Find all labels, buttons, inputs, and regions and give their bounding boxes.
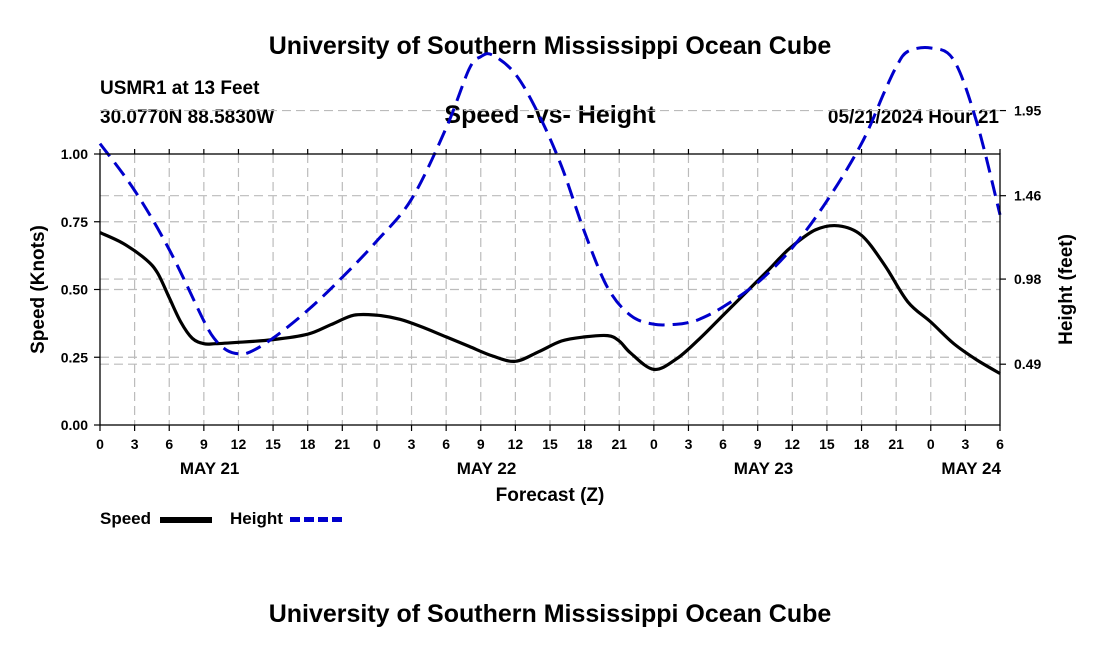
y-tick-label: 0.50 [61,282,88,298]
x-day-label: MAY 22 [457,459,517,478]
station-label: USMR1 at 13 Feet [100,78,260,99]
x-tick-label: 3 [961,436,969,452]
x-day-label: MAY 21 [180,459,240,478]
x-tick-label: 0 [650,436,658,452]
x-tick-label: 18 [854,436,870,452]
x-tick-label: 0 [927,436,935,452]
y-axis-title: Speed (Knots) [28,225,49,354]
speed-series-line [99,223,1001,375]
x-tick-label: 6 [442,436,450,452]
series-layer [98,46,1002,375]
y-tick-label: 1.00 [61,146,88,162]
x-tick-label: 12 [785,436,801,452]
x-tick-label: 3 [131,436,139,452]
y-tick-label: 0.75 [61,214,88,230]
x-tick-label: 6 [719,436,727,452]
page-title: University of Southern Mississippi Ocean… [268,32,832,60]
x-tick-label: 9 [200,436,208,452]
height-series-line [98,46,1002,356]
y-tick-label: 0.00 [61,417,88,433]
x-tick-label: 21 [888,436,904,452]
x-tick-label: 15 [542,436,558,452]
y2-tick-label: 1.46 [1014,188,1041,204]
x-tick-label: 12 [231,436,247,452]
x-tick-label: 0 [373,436,381,452]
x-tick-label: 9 [477,436,485,452]
chart-axes: 0 3 6 9 12 15 18 21 0 3 6 9 12 15 18 21 0 3 6 9 12 15 18 21 0 3 6M… [28,103,1077,506]
legend-speed-swatch [160,517,212,523]
chart-subtitle: Speed -vs- Height [444,101,656,129]
x-tick-label: 15 [819,436,835,452]
x-tick-label: 3 [408,436,416,452]
x-tick-label: 12 [508,436,524,452]
x-tick-label: 18 [577,436,593,452]
x-day-label: MAY 24 [941,459,1001,478]
y2-tick-label: 1.95 [1014,103,1041,119]
x-axis-title: Forecast (Z) [496,485,605,506]
legend-height-swatch [290,517,342,522]
y2-axis-title: Height (feet) [1056,234,1077,345]
x-tick-label: 21 [611,436,627,452]
x-tick-label: 21 [335,436,351,452]
chart-grid [100,109,1000,425]
y2-tick-label: 0.49 [1014,356,1041,372]
x-tick-label: 6 [996,436,1004,452]
x-tick-label: 18 [300,436,316,452]
legend-height-label: Height [230,509,283,528]
x-tick-label: 0 [96,436,104,452]
legend-speed-label: Speed [100,509,152,528]
x-tick-label: 3 [685,436,693,452]
footer-title: University of Southern Mississippi Ocean… [268,600,832,628]
speed-height-chart: 0 3 6 9 12 15 18 21 0 3 6 9 12 15 18 21 0 3 6 9 12 15 18 21 0 3 6M… [28,46,1077,506]
y2-tick-label: 0.98 [1014,271,1041,287]
x-tick-label: 6 [165,436,173,452]
x-tick-label: 9 [754,436,762,452]
station-coordinates: 30.0770N 88.5830W [100,107,275,128]
y-tick-label: 0.25 [61,349,88,365]
x-tick-label: 15 [265,436,281,452]
x-day-label: MAY 23 [734,459,794,478]
